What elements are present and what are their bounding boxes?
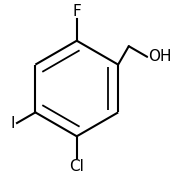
Text: OH: OH <box>149 49 172 64</box>
Text: I: I <box>11 116 15 130</box>
Text: F: F <box>72 4 81 19</box>
Text: Cl: Cl <box>69 159 84 174</box>
